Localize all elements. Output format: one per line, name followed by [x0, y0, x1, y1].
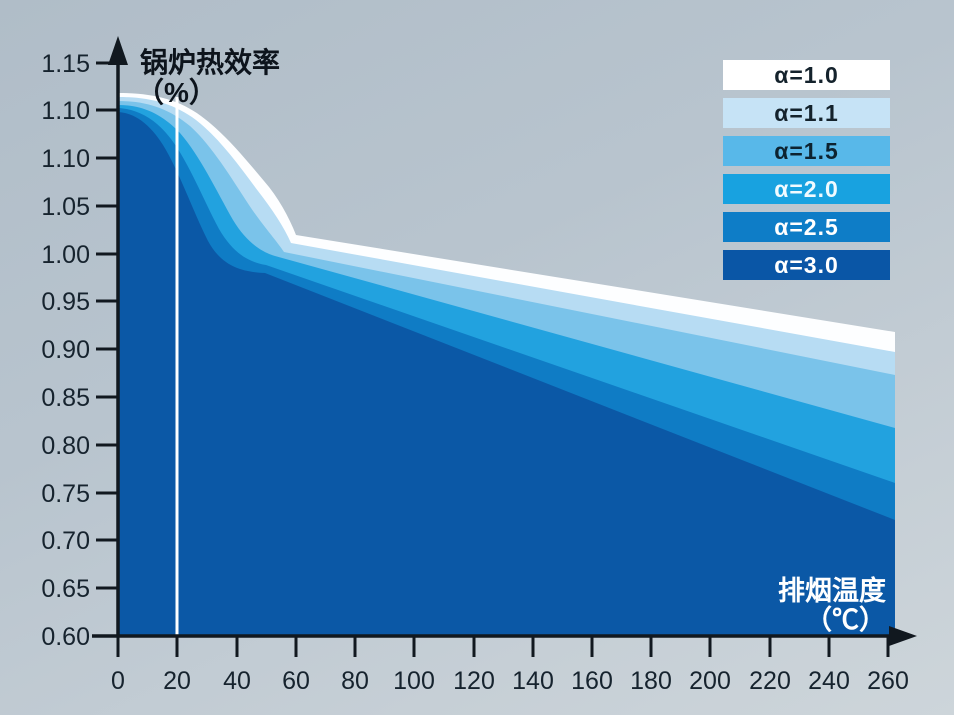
y-tick-label: 1.05	[41, 193, 90, 221]
y-tick-label: 0.90	[41, 336, 90, 364]
x-axis-title-unit: （℃）	[805, 605, 886, 635]
y-tick-label: 0.60	[41, 623, 90, 651]
y-tick-label: 1.10	[41, 97, 90, 125]
x-tick-label: 160	[571, 667, 613, 695]
y-tick-label: 0.85	[41, 384, 90, 412]
x-tick-label: 120	[453, 667, 495, 695]
x-tick-label: 180	[630, 667, 672, 695]
y-axis-title: 锅炉热效率	[140, 46, 280, 78]
y-tick-label: 1.10	[41, 145, 90, 173]
y-tick-label: 0.75	[41, 480, 90, 508]
y-axis-ticks	[92, 61, 119, 638]
x-tick-label: 240	[808, 667, 850, 695]
axis-titles: 锅炉热效率 （%） 排烟温度 （℃）	[136, 46, 886, 635]
reference-lines	[175, 97, 508, 635]
x-tick-label: 80	[341, 667, 369, 695]
x-axis-title: 排烟温度	[778, 575, 886, 606]
x-tick-label: 220	[749, 667, 791, 695]
x-tick-label: 140	[512, 667, 554, 695]
legend: α=1.0 α=1.1 α=1.5 α=2.0 α=2.5 α=3.0	[723, 60, 890, 288]
y-axis-labels: 1.15 1.10 1.10 1.05 1.00 0.95 0.90 0.85 …	[41, 50, 90, 651]
y-tick-label: 1.15	[41, 50, 90, 78]
x-tick-label: 0	[111, 667, 125, 695]
legend-item-alpha-1-1: α=1.1	[723, 98, 890, 128]
y-tick-label: 0.80	[41, 432, 90, 460]
legend-item-alpha-1-5: α=1.5	[723, 136, 890, 166]
x-tick-label: 40	[223, 667, 251, 695]
legend-item-alpha-3-0: α=3.0	[723, 250, 890, 280]
x-tick-label: 60	[282, 667, 310, 695]
x-tick-label: 100	[393, 667, 435, 695]
x-tick-label: 20	[163, 667, 191, 695]
y-axis-arrow	[108, 36, 128, 65]
x-axis-ticks	[116, 636, 890, 657]
y-axis-title-unit: （%）	[136, 76, 217, 108]
y-tick-label: 0.95	[41, 288, 90, 316]
x-tick-label: 260	[867, 667, 909, 695]
legend-item-alpha-2-5: α=2.5	[723, 212, 890, 242]
legend-item-alpha-1-0: α=1.0	[723, 60, 890, 90]
x-axis-arrow	[889, 626, 917, 646]
x-tick-label: 200	[689, 667, 731, 695]
y-tick-label: 0.65	[41, 575, 90, 603]
y-tick-label: 1.00	[41, 241, 90, 269]
y-tick-label: 0.70	[41, 527, 90, 555]
x-axis-labels: 0 20 40 60 80 100 120 140 160 180 200 22…	[111, 667, 909, 695]
legend-item-alpha-2-0: α=2.0	[723, 174, 890, 204]
